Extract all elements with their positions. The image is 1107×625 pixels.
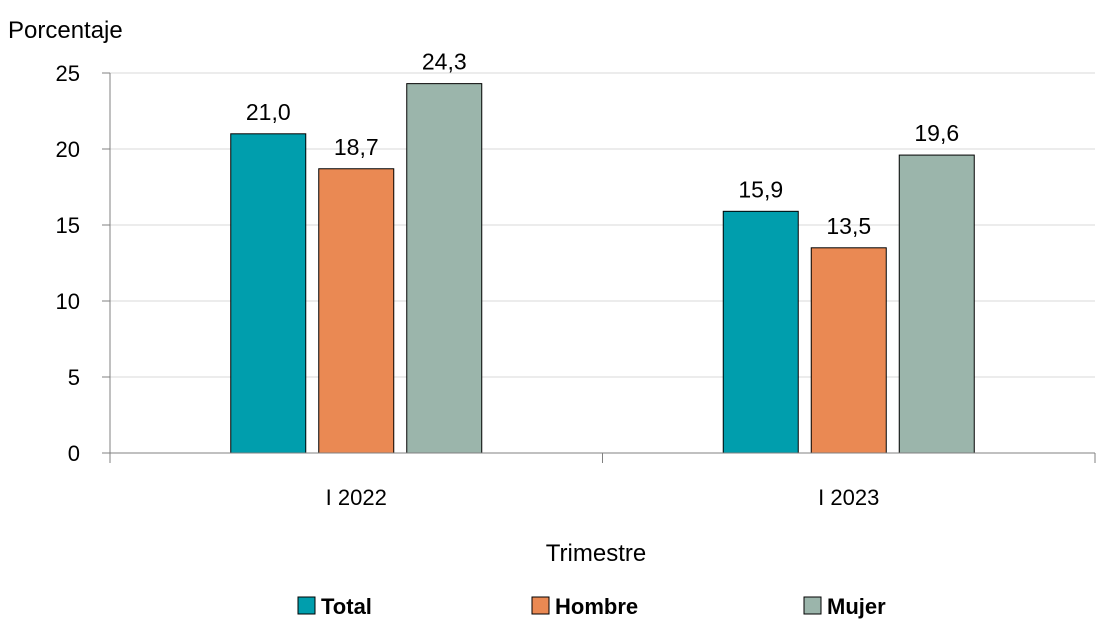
legend-label-total: Total (321, 594, 372, 619)
bar-mujer (898, 154, 975, 454)
legend-swatch-hombre (531, 596, 550, 615)
y-axis-title: Porcentaje (8, 17, 123, 44)
legend-swatch-mujer (803, 596, 822, 615)
bar-total (230, 133, 307, 454)
data-label: 24,3 (422, 49, 467, 75)
bar-hombre (318, 168, 395, 454)
x-tick-label: I 2022 (326, 485, 387, 510)
legend: Total Hombre Mujer (297, 594, 886, 619)
bar-mujer (406, 83, 483, 454)
data-label: 15,9 (738, 176, 783, 202)
legend-label-hombre: Hombre (555, 594, 638, 619)
y-tick-label: 10 (56, 289, 80, 314)
data-label: 19,6 (914, 120, 959, 146)
y-tick-label: 0 (68, 441, 80, 466)
bar-total (722, 210, 799, 454)
y-tick-label: 25 (56, 61, 80, 86)
bar-hombre (810, 247, 887, 454)
data-labels: 21,0 18,7 24,3 15,9 13,5 19,6 (246, 49, 959, 239)
legend-label-mujer: Mujer (827, 594, 886, 619)
data-label: 21,0 (246, 99, 291, 125)
data-label: 18,7 (334, 134, 379, 160)
axes: 0 5 10 15 20 25 I 2022 I 2023 (56, 61, 1096, 510)
x-axis-title: Trimestre (546, 540, 646, 567)
legend-swatch-total (297, 596, 316, 615)
y-tick-label: 15 (56, 213, 80, 238)
x-tick-label: I 2023 (818, 485, 879, 510)
y-tick-label: 5 (68, 365, 80, 390)
bars (230, 83, 975, 454)
y-tick-label: 20 (56, 137, 80, 162)
data-label: 13,5 (826, 213, 871, 239)
